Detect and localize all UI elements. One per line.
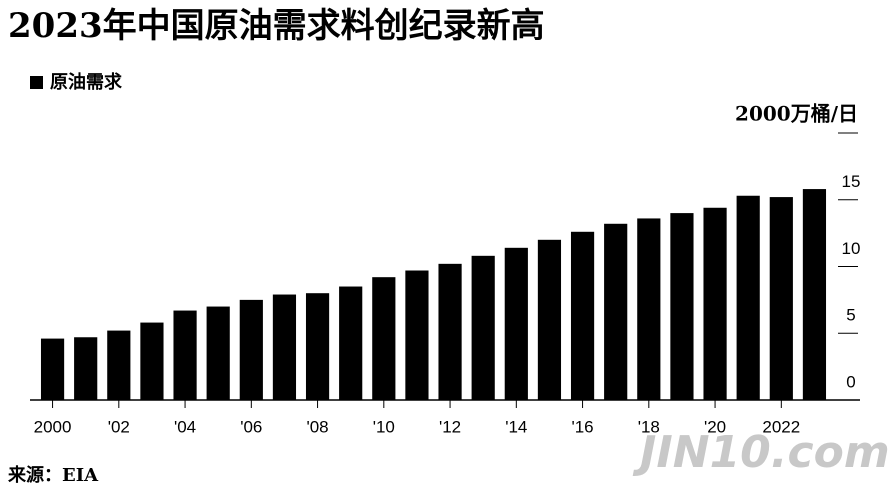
x-tick-label: 2022 bbox=[762, 417, 800, 436]
bar bbox=[637, 218, 661, 400]
watermark: JIN10.com bbox=[632, 427, 890, 478]
bar bbox=[405, 270, 429, 400]
legend-label: 原油需求 bbox=[50, 71, 123, 93]
x-tick-label: '08 bbox=[306, 417, 328, 436]
bar bbox=[802, 189, 827, 400]
bar bbox=[206, 306, 230, 400]
bar bbox=[305, 293, 330, 400]
bar bbox=[74, 337, 98, 400]
bar bbox=[670, 213, 694, 400]
bar bbox=[140, 322, 164, 400]
x-tick-label: 2000 bbox=[34, 417, 72, 436]
bar bbox=[272, 294, 297, 400]
x-tick-label: '12 bbox=[439, 417, 461, 436]
bar bbox=[769, 197, 793, 400]
x-tick-label: '06 bbox=[240, 417, 262, 436]
x-tick-label: '04 bbox=[174, 417, 196, 436]
bar bbox=[471, 255, 495, 400]
legend-swatch bbox=[30, 76, 43, 89]
chart-title: 2023年中国原油需求料创纪录新高 bbox=[8, 6, 545, 46]
bar bbox=[504, 247, 528, 400]
bar bbox=[372, 277, 396, 400]
y-tick-label: 0 bbox=[846, 372, 855, 391]
source: 来源：EIA bbox=[7, 464, 99, 486]
y-tick-label: 5 bbox=[846, 306, 855, 325]
x-tick-label: '16 bbox=[571, 417, 593, 436]
y-tick-label: 10 bbox=[842, 239, 861, 258]
x-tick-label: '18 bbox=[638, 417, 660, 436]
bar bbox=[239, 299, 263, 400]
bar bbox=[537, 239, 562, 400]
bar bbox=[40, 338, 65, 400]
x-tick-label: '02 bbox=[108, 417, 130, 436]
y-tick-label: 15 bbox=[842, 172, 861, 191]
bar bbox=[703, 207, 727, 400]
bar bbox=[173, 310, 197, 400]
x-tick-label: '10 bbox=[373, 417, 395, 436]
y-axis-unit-label: 2000万桶/日 bbox=[735, 102, 858, 126]
bar bbox=[604, 223, 628, 400]
bar bbox=[736, 195, 760, 400]
x-tick-label: '14 bbox=[505, 417, 527, 436]
bar bbox=[438, 263, 462, 400]
bar bbox=[570, 231, 595, 400]
bar bbox=[339, 286, 363, 400]
x-tick-label: '20 bbox=[704, 417, 726, 436]
bar bbox=[107, 330, 131, 400]
